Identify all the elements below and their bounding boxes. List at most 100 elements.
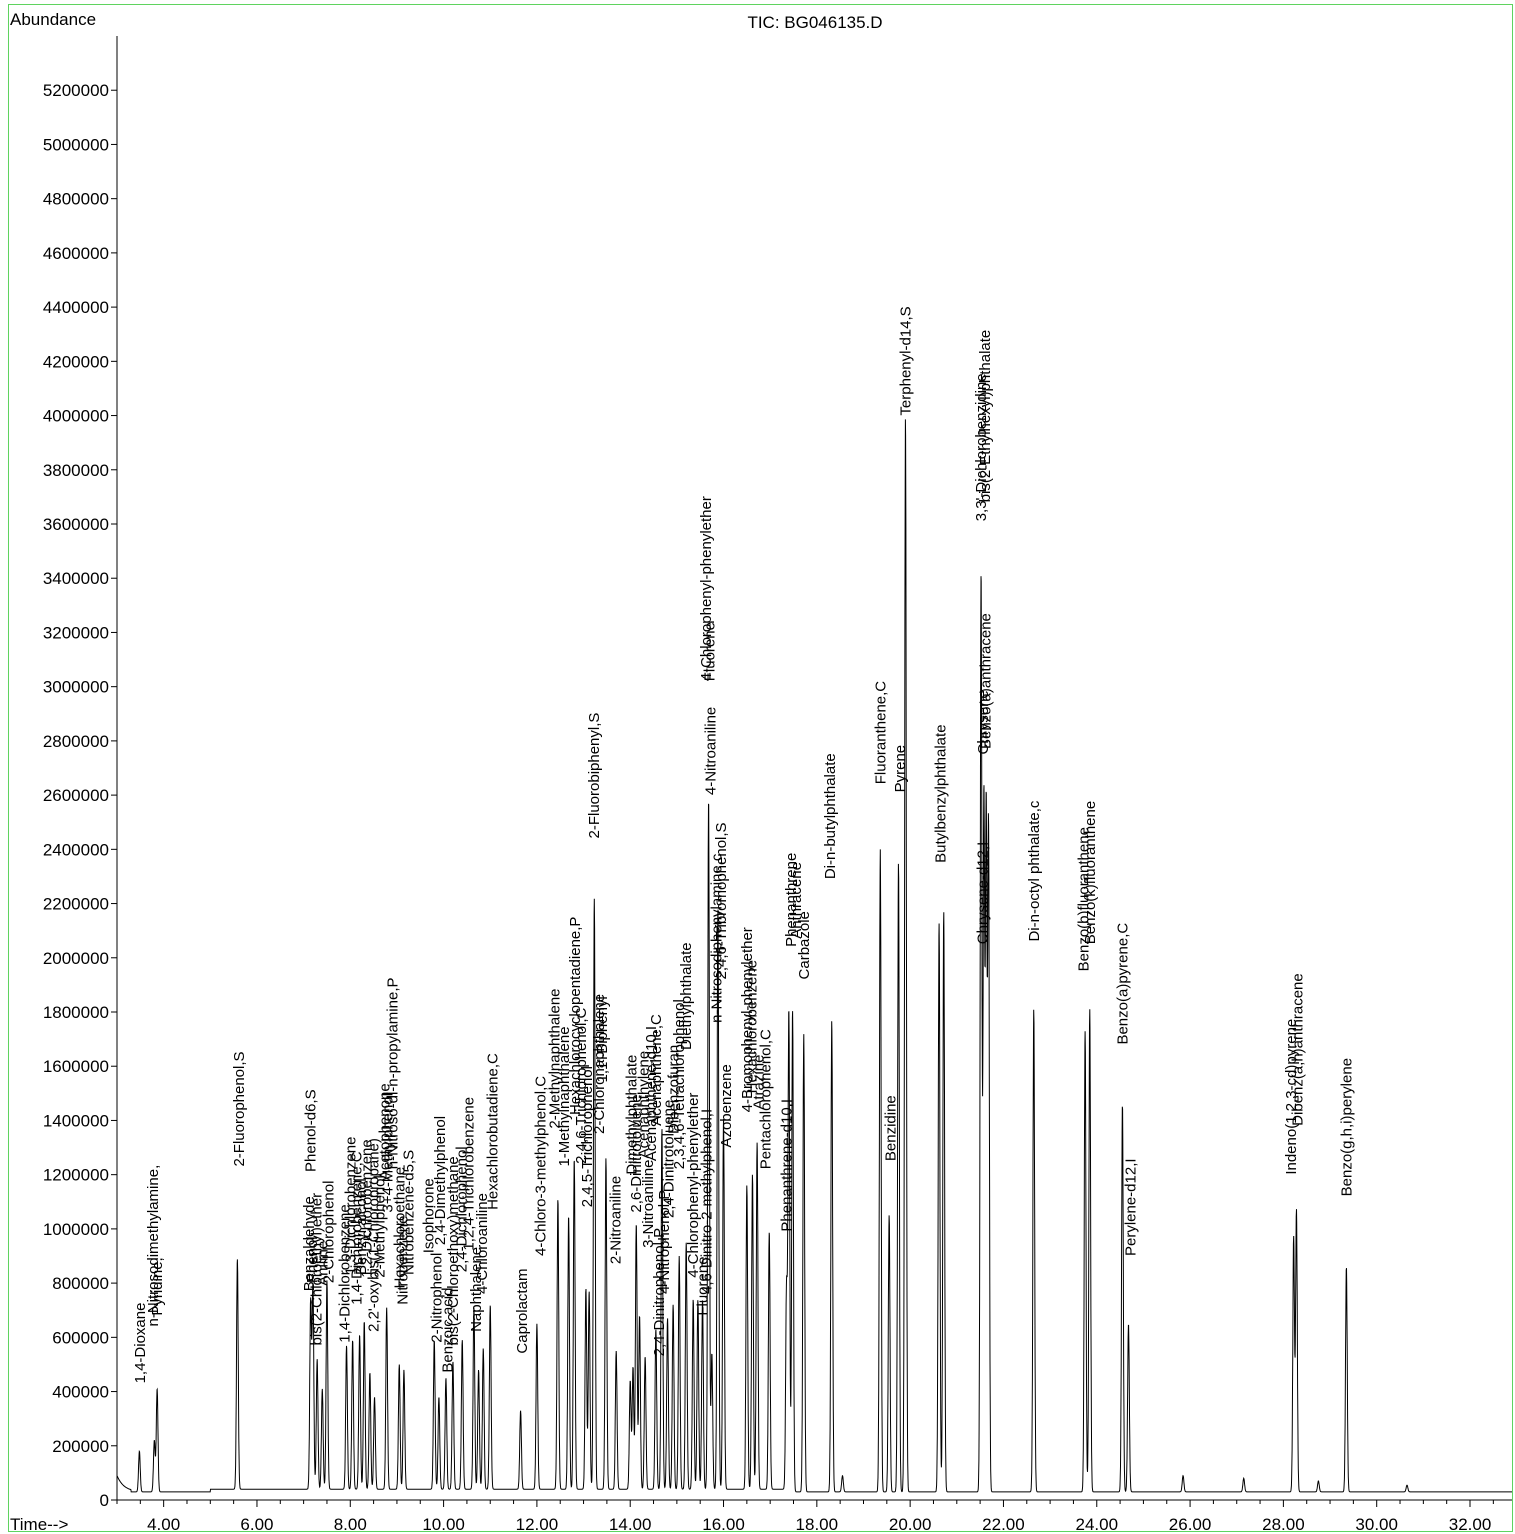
peak-label: Indeno(1,2,3-cd)pyrene: [1283, 1019, 1300, 1175]
chart-title: TIC: BG046135.D: [747, 13, 882, 32]
x-axis-ticks: 4.00 6.00 8.00 10.00 12.00 14.00 16.00 18.00 20.…: [116, 1500, 1494, 1534]
x-tick-label: 6.00: [240, 1515, 273, 1534]
y-tick-label: 2800000: [43, 732, 109, 751]
chart-frame: [8, 4, 1513, 1532]
peak-label: 2,4,5-Trichlorophenol: [579, 1066, 596, 1207]
peak-label: 2-Methylnaphthalene: [547, 988, 564, 1128]
peak-label: Aniline: [314, 1241, 331, 1286]
peak-label: Perylene-d12,I: [1122, 1158, 1139, 1256]
peak-label: 1,4-Dichlorobenzene,C: [348, 1151, 365, 1305]
x-tick-label: 12.00: [516, 1515, 559, 1534]
peak-label: 4-Chloro-3-methylphenol,C: [533, 1076, 550, 1256]
peak-label: Pyridine,: [149, 1257, 166, 1315]
y-tick-label: 2000000: [43, 949, 109, 968]
y-tick-label: 400000: [52, 1383, 109, 1402]
x-tick-label: 8.00: [334, 1515, 367, 1534]
peak-label: Pentachlorophenol,C: [758, 1029, 775, 1169]
peak-label: Di-n-octyl phthalate,c: [1026, 800, 1043, 941]
y-axis-ticks: 0 200000 400000 600000 800000 1000000 1200000 1…: [43, 81, 117, 1510]
peak-label: 1,2-Dichlorobenzene: [359, 1139, 376, 1277]
peak-label: 2,4-Dinitrophenol,P: [651, 1228, 668, 1356]
peak-label: Benzaldehyde: [301, 1196, 318, 1291]
x-tick-label: 28.00: [1262, 1515, 1305, 1534]
peak-label: 2,4-Dinitrotoluene: [660, 1100, 677, 1218]
peak-label: 4-Chloroaniline: [474, 1193, 491, 1294]
y-tick-label: 4000000: [43, 407, 109, 426]
y-tick-label: 2400000: [43, 840, 109, 859]
peak-label: Phenanthrene-d10,I: [779, 1099, 796, 1232]
peak-label: 2-Chlorophenol: [320, 1181, 337, 1284]
y-tick-label: 2200000: [43, 895, 109, 914]
y-tick-label: 2600000: [43, 786, 109, 805]
peak-label: Fluorene: [695, 1256, 712, 1315]
peak-label: Isophorone: [421, 1178, 438, 1253]
peak-label: 4,6-Dinitro-2-methylphenol,I: [698, 1109, 715, 1294]
peak-label: Atrazine: [751, 1055, 768, 1110]
peak-label: 1-Methylnaphthalene: [556, 1026, 573, 1166]
x-tick-label: 16.00: [702, 1515, 745, 1534]
y-tick-label: 3000000: [43, 678, 109, 697]
peak-label: 2,4,6-Tribromophenol,S: [713, 822, 730, 979]
peak-label: Dibenzofuran: [666, 1045, 683, 1134]
peak-label: n-Nitroso-di-n-propylamine,P: [384, 978, 401, 1170]
peak-label: Benzoic acid: [439, 1288, 456, 1373]
peak-label: Hexachloroethane: [391, 1167, 408, 1289]
peak-label: Nitrobenzene: [395, 1216, 412, 1305]
peak-labels: 1,4-Dioxanen-Nitrosodimethylamine,Pyridi…: [132, 306, 1356, 1383]
peak-label: 2,4,6-Trichlorophenol,C: [573, 1007, 590, 1163]
peak-label: Carbazole: [796, 911, 813, 979]
y-tick-label: 4800000: [43, 190, 109, 209]
peak-label: Hexachlorocyclopentadiene,P: [567, 917, 584, 1115]
x-tick-label: 30.00: [1355, 1515, 1398, 1534]
y-tick-label: 1800000: [43, 1003, 109, 1022]
peak-label: Phenol-d6,S: [303, 1089, 320, 1172]
y-tick-label: 600000: [52, 1328, 109, 1347]
x-tick-label: 4.00: [147, 1515, 180, 1534]
y-tick-label: 1200000: [43, 1166, 109, 1185]
peak-label: Terphenyl-d14,S: [897, 306, 914, 415]
peak-label: 1,4-Dioxane: [132, 1303, 149, 1384]
y-tick-label: 800000: [52, 1274, 109, 1293]
peak-label: 4-Nitroaniline: [702, 707, 719, 795]
x-tick-label: 10.00: [422, 1515, 465, 1534]
x-tick-label: 26.00: [1169, 1515, 1212, 1534]
peak-label: Benzo(g,h,i)perylene: [1338, 1058, 1355, 1196]
peak-label: 2-Fluorophenol,S: [231, 1051, 248, 1166]
y-tick-label: 1000000: [43, 1220, 109, 1239]
peak-label: Benzo(a)pyrene,C: [1114, 923, 1131, 1045]
y-tick-label: 3800000: [43, 461, 109, 480]
y-tick-label: 0: [100, 1491, 109, 1510]
peak-label: 1,1'-Biphenyl: [594, 996, 611, 1082]
peak-label: 3+4-Methylphenol: [380, 1093, 397, 1213]
peak-label: Butylbenzylphthalate: [932, 724, 949, 862]
peak-label: Benzo(a)anthracene: [978, 613, 995, 749]
peak-label: Hexachlorobenzene: [744, 960, 761, 1093]
peak-label: Caprolactam: [514, 1269, 531, 1354]
peak-label: 1,2,4-Trichlorobenzene: [460, 1097, 477, 1251]
peak-label: Nitrobenzene-d5,S: [401, 1150, 418, 1275]
y-tick-label: 1400000: [43, 1111, 109, 1130]
peak-label: 2-Nitroaniline: [607, 1176, 624, 1264]
peak-label: Fluorene: [702, 622, 719, 681]
x-tick-label: 14.00: [609, 1515, 652, 1534]
y-tick-label: 3200000: [43, 623, 109, 642]
peak-label: Acenaphthene-d10,I: [643, 1026, 660, 1161]
x-tick-label: 24.00: [1075, 1515, 1118, 1534]
x-tick-label: 32.00: [1449, 1515, 1492, 1534]
peak-label: Chrysene: [975, 690, 992, 754]
peak-label: 2-Methylphenol: [372, 1175, 389, 1278]
peak-label: Azobenzene: [718, 1064, 735, 1147]
y-axis-title: Abundance: [10, 10, 96, 29]
peak-label: 4-Chlorophenyl-phenylether: [685, 1093, 702, 1278]
peak-label: Anthracene: [788, 862, 805, 939]
peak-label: 1,3-Dichlorobenzene: [342, 1137, 359, 1275]
y-tick-label: 200000: [52, 1437, 109, 1456]
peak-label: n-Nitrosodimethylamine,: [145, 1165, 162, 1327]
x-tick-label: 18.00: [796, 1515, 839, 1534]
peak-label: bis(2-Chloroethyl)ether: [309, 1193, 326, 1346]
peak-label: Dibenz(a,h)anthracene: [1289, 973, 1306, 1126]
peak-label: Benzo(b)fluoranthene: [1076, 827, 1093, 971]
x-tick-label: 20.00: [889, 1515, 932, 1534]
peak-label: 4-Nitrophenol,P: [656, 1190, 673, 1294]
